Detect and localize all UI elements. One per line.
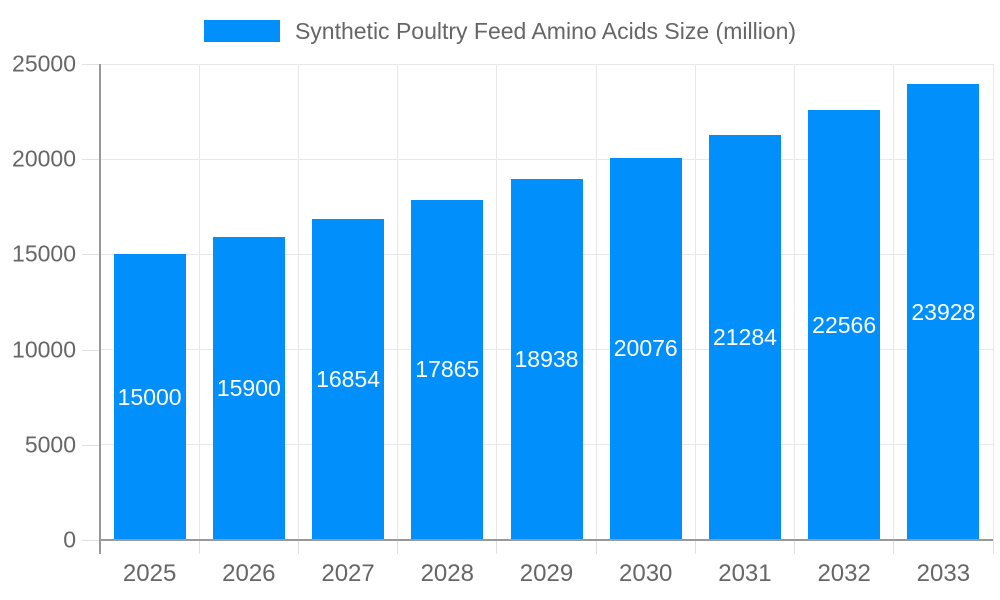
x-axis-tick bbox=[297, 540, 299, 554]
bar-value-label: 17865 bbox=[415, 356, 480, 383]
x-axis-tick bbox=[198, 540, 200, 554]
x-axis-label: 2028 bbox=[420, 560, 474, 587]
gridline-vertical bbox=[595, 64, 597, 540]
y-axis-tick bbox=[82, 540, 100, 541]
gridline-vertical bbox=[496, 64, 498, 540]
x-axis-tick bbox=[595, 540, 597, 554]
y-axis-label: 15000 bbox=[12, 240, 76, 267]
x-axis-label: 2026 bbox=[222, 560, 276, 587]
x-axis-label: 2029 bbox=[519, 560, 574, 587]
bar-value-label: 22566 bbox=[812, 311, 877, 338]
gridline-vertical bbox=[794, 64, 796, 540]
x-axis-tick bbox=[694, 540, 696, 554]
bar: 22566 bbox=[808, 110, 881, 540]
gridline-vertical bbox=[297, 64, 299, 540]
y-axis-label: 10000 bbox=[12, 336, 76, 363]
gridline-vertical bbox=[198, 64, 200, 540]
bar-value-label: 18938 bbox=[514, 346, 579, 373]
bar: 16854 bbox=[312, 219, 385, 540]
x-axis-label: 2033 bbox=[916, 560, 971, 587]
gridline-horizontal bbox=[100, 63, 993, 65]
y-axis-label: 0 bbox=[63, 526, 76, 553]
bar-value-label: 21284 bbox=[712, 323, 777, 350]
gridline-vertical bbox=[694, 64, 696, 540]
y-axis-tick bbox=[82, 349, 100, 351]
x-axis-tick bbox=[992, 540, 994, 554]
legend-swatch-icon bbox=[203, 20, 280, 42]
y-axis-line bbox=[99, 64, 101, 554]
x-axis-tick bbox=[397, 540, 399, 554]
y-axis-tick bbox=[82, 159, 100, 161]
y-axis-tick bbox=[82, 254, 100, 256]
bar: 15900 bbox=[212, 237, 285, 540]
gridline-vertical bbox=[893, 64, 895, 540]
bar: 21284 bbox=[708, 134, 781, 540]
y-axis-label: 5000 bbox=[24, 431, 76, 458]
bar-value-label: 20076 bbox=[613, 335, 678, 362]
x-axis-line bbox=[100, 539, 993, 541]
bar-value-label: 16854 bbox=[316, 366, 381, 393]
y-axis-label: 25000 bbox=[12, 50, 76, 77]
bar: 18938 bbox=[510, 179, 583, 540]
x-axis-label: 2027 bbox=[321, 560, 375, 587]
bar: 15000 bbox=[113, 254, 186, 540]
bar-value-label: 15000 bbox=[117, 383, 182, 410]
bar: 23928 bbox=[907, 84, 980, 540]
x-axis-label: 2025 bbox=[122, 560, 177, 587]
bar-value-label: 23928 bbox=[911, 298, 976, 325]
plot-area: 15000 15900 16854 17865 18938 20076 21284 22566… bbox=[99, 63, 994, 554]
gridline-vertical bbox=[992, 64, 994, 540]
y-axis-tick bbox=[82, 444, 100, 446]
y-axis-tick bbox=[82, 64, 100, 65]
x-axis-tick bbox=[794, 540, 796, 554]
y-axis-label: 20000 bbox=[12, 145, 76, 172]
bar: 17865 bbox=[411, 199, 484, 540]
x-axis-label: 2032 bbox=[817, 560, 871, 587]
x-axis-tick bbox=[893, 540, 895, 554]
bar: 20076 bbox=[609, 157, 682, 540]
gridline-horizontal bbox=[100, 158, 993, 160]
legend-label: Synthetic Poultry Feed Amino Acids Size … bbox=[294, 17, 797, 44]
x-axis-label: 2030 bbox=[619, 560, 673, 587]
legend[interactable]: Synthetic Poultry Feed Amino Acids Size … bbox=[0, 16, 1000, 46]
gridline-vertical bbox=[397, 64, 399, 540]
x-axis-tick bbox=[496, 540, 498, 554]
bar-value-label: 15900 bbox=[216, 375, 281, 402]
x-axis-label: 2031 bbox=[718, 560, 772, 587]
